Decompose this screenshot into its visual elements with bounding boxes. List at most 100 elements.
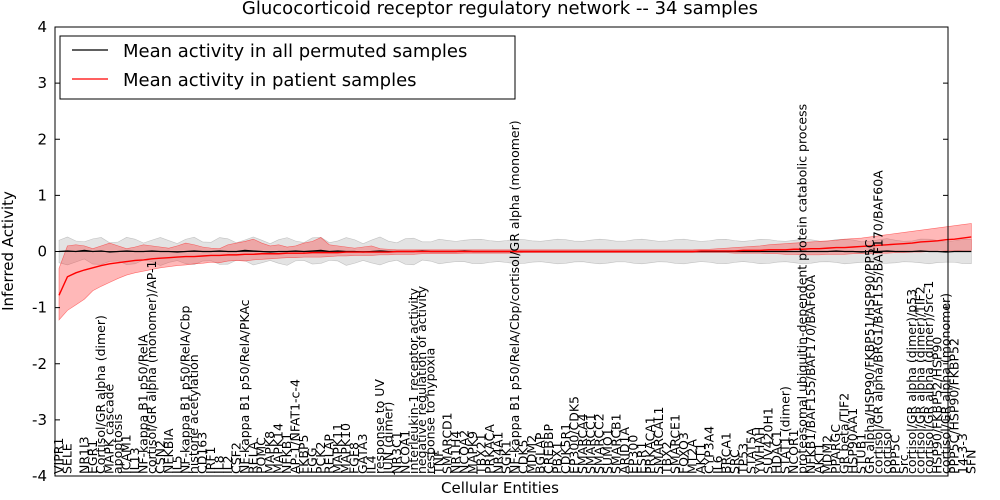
x-tick-label: Src [896,454,911,474]
x-tick-label: SMARCB1 [609,413,624,474]
x-tick-label: NF-kappa B1 p50/RelA/Cbp [178,306,193,474]
x-tick-label: HSP90/FKBP52/HSP90 [930,337,945,474]
x-tick-label: STAT5A [744,427,759,474]
x-tick-label: EP300 [625,435,640,474]
x-tick-label: PCK2 [313,442,328,474]
x-tick-label: IL6 [710,455,725,474]
x-tick-label: cortisol/GR alpha (monomer)/AP-1 [144,261,159,475]
x-tick-label: CREBBP [541,424,556,474]
x-axis-title: Cellular Entities [441,479,559,497]
x-tick-label: GR alpha/HSP90/FKBP51/HSP90/PP5C [862,239,877,474]
x-tick-label: cortisol [879,428,894,474]
y-tick-label: 4 [37,18,47,36]
patient-band [58,223,972,321]
x-tick-label: IL8 [212,455,227,474]
x-tick-label: SGK1 [499,440,514,474]
y-tick-label: 1 [37,186,47,204]
x-tick-label: FKBP5 [296,435,311,474]
lines-group [55,236,972,296]
x-tick-label: PBX1 [549,441,564,474]
x-tick-label: FGF8 [347,442,362,474]
x-tick-label: NFKB1 [279,433,294,474]
x-tick-label: POMC [254,437,269,474]
x-tick-label: NF-kappa B1 p50/RelA [135,334,150,474]
x-tick-label: GR beta/TIF2 [837,393,852,474]
x-tick-label: NR1H4 [448,431,463,474]
x-tick-label: negative regulation of activity [414,285,429,474]
x-tick-label: NF-kappa B1 p50/RelA/PKAc [237,299,252,474]
x-tick-label: TNF [431,450,446,475]
x-tick-label: PPP5C/HSP90/FKBP52 [946,338,961,474]
x-tick-label: cortisol/GR alpha (dimer)/p53 [904,289,919,474]
x-tick-label: CDK5R1 [558,423,573,474]
x-tick-label: IL13 [127,447,142,474]
y-axis-ticks: -4 -3 -2 -1 0 1 2 3 4 [32,18,948,485]
y-tick-label: -4 [32,467,47,485]
x-tick-label: SMARCD1 [440,412,455,474]
chart-title: Glucocorticoid receptor regulatory netwo… [242,0,758,19]
x-tick-label: response to UV [372,379,387,474]
x-tick-label: CDK5 [516,439,531,474]
x-tick-label: SMARCC1 [583,413,598,474]
x-tick-label: 14-3-3 [955,433,970,474]
legend-label-patient: Mean activity in patient samples [123,70,417,91]
x-tick-label: NF-kappa B1 p50/RelA/Cbp/cortisol/GR alp… [507,120,522,474]
x-tick-label: NR1I3 [76,436,91,474]
x-tick-label: CSN2 [152,440,167,474]
x-tick-label: ICAM1 [119,434,134,474]
x-tick-label: BRCA1 [718,432,733,474]
x-tick-label: PPP5C [887,434,902,474]
x-tick-label: SUV420H1 [761,407,776,474]
x-tick-label: EGR1 [85,440,100,474]
x-tick-label: AP-1/NFAT1-c-4 [288,379,303,474]
x-tick-label: SUMO1 [600,428,615,474]
x-tick-label: CD163 [195,432,210,474]
x-tick-label: PPARGC [828,424,843,474]
x-tick-label: MDM2 [820,435,835,474]
x-tick-label: MAPK10 [338,423,353,474]
x-tick-label: EP300/CDK5 [566,396,581,474]
x-tick-label: FGG [304,447,319,474]
x-tick-label: cortisol/GR alpha/BRG1/BAF155/BAF170/BAF… [870,170,885,474]
x-tick-label: HSP90AA1 [845,408,860,474]
x-tick-label: Cortisol/GR alpha (dimer) [93,315,108,474]
x-tick-label: STUB1 [854,433,869,474]
x-tick-label: NCOR1 [786,429,801,474]
x-tick-label: RELA [245,441,260,474]
x-tick-label: TBX2 [659,441,674,475]
x-tick-label: TBX21 [473,433,488,475]
x-tick-label: NCOA1 [397,430,412,474]
x-tick-label: interleukin-1 receptor activity [406,287,421,474]
x-tick-label: MAPK cascade [102,383,117,474]
x-tick-label: cortisol/GR alpha (monomer) [938,293,953,474]
y-tick-label: 0 [37,243,47,261]
x-tick-label: STAT1 (dimer) [777,386,792,474]
x-tick-label: ARID1A [617,426,632,474]
x-tick-label: PRKACA [482,424,497,474]
x-tick-label: histone acetylation [186,354,201,474]
x-tick-label: NFKB1/BAF155/BAF170/BAF60A [803,275,818,474]
y-tick-label: -2 [32,355,47,373]
x-tick-label: MAPK14 [271,423,286,474]
x-tick-label: NFKBIA [161,428,176,474]
y-tick-label: 2 [37,130,47,148]
x-tick-label: HDAC1 [769,430,784,474]
x-tick-label: IL4 [364,455,379,474]
x-tick-label: CYP3A4 [701,426,716,474]
x-tick-label: BGLAP [533,432,548,474]
x-tick-label: RELAP [321,434,336,474]
x-tick-label: MAPK8 [262,431,277,474]
patient-mean-line [58,236,972,296]
x-tick-label: NR3C1 [389,431,404,474]
x-tick-label: MAPK11 [330,423,345,474]
x-tick-label: SRC [727,449,742,474]
x-tick-label: response to hypoxia [423,348,438,474]
x-tick-label: CSF2 [228,442,243,474]
x-tick-label: AKT1 [811,443,826,474]
x-tick-label: NR4A1 [490,432,505,475]
x-tick-label: TP53 [735,443,750,475]
x-tick-label: IRF1 [203,446,218,474]
x-tick-label: NCOA2 [456,430,471,474]
